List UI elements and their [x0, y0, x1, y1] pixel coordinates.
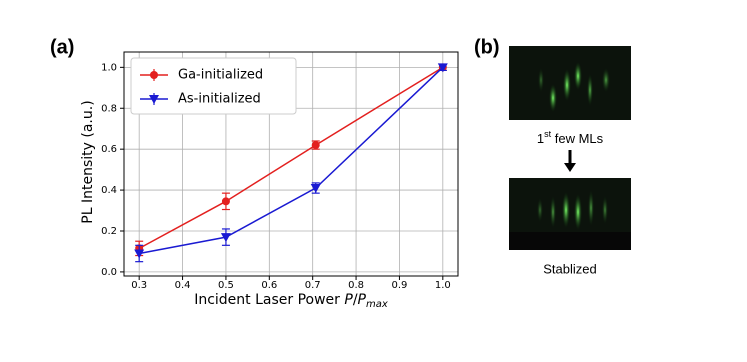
x-tick-label: 0.6	[261, 280, 277, 291]
legend-label: Ga-initialized	[178, 68, 263, 83]
x-axis-label: Incident Laser Power P/Pmax	[194, 292, 388, 310]
panel-label: (a)	[50, 36, 74, 58]
series-line	[139, 66, 444, 255]
y-tick-label: 0.2	[101, 226, 117, 237]
caption-base: 1	[537, 131, 544, 146]
data-point	[134, 249, 145, 259]
rheed-image	[509, 46, 631, 120]
y-tick-label: 0.6	[101, 144, 117, 155]
data-point	[437, 63, 448, 73]
x-label-slash: /	[353, 292, 358, 308]
data-point	[220, 233, 231, 243]
arrow-head	[564, 163, 576, 172]
x-tick-label: 0.3	[131, 280, 147, 291]
x-label-text: Incident Laser Power	[194, 292, 340, 308]
bottom-caption: Stablized	[543, 261, 596, 276]
caption-rest: few MLs	[551, 131, 604, 146]
legend-label: As-initialized	[178, 92, 261, 107]
x-label-var: P	[344, 292, 353, 308]
x-tick-label: 0.7	[305, 280, 321, 291]
data-point	[310, 184, 321, 194]
x-tick-label: 0.9	[391, 280, 407, 291]
x-tick-label: 0.5	[218, 280, 234, 291]
series-line	[138, 66, 444, 250]
y-tick-label: 0.0	[101, 267, 117, 278]
rheed-image	[509, 178, 631, 250]
legend-marker	[150, 71, 158, 79]
x-label-var: P	[358, 292, 367, 308]
y-tick-label: 0.4	[101, 185, 117, 196]
top-caption: 1st few MLs	[537, 129, 604, 146]
y-tick-label: 1.0	[101, 62, 117, 73]
data-point	[311, 141, 320, 150]
x-tick-label: 0.4	[175, 280, 191, 291]
y-tick-label: 0.8	[101, 103, 117, 114]
x-tick-label: 0.8	[348, 280, 364, 291]
caption-sup: st	[544, 129, 552, 139]
plot-frame	[123, 51, 459, 277]
panel-label: (b)	[474, 36, 500, 58]
legend-marker	[149, 95, 159, 104]
x-label-sub: max	[366, 299, 388, 310]
y-axis-label: PL Intensity (a.u.)	[80, 100, 96, 223]
data-point	[221, 197, 230, 206]
legend-box	[130, 57, 297, 115]
x-tick-label: 1.0	[435, 280, 451, 291]
